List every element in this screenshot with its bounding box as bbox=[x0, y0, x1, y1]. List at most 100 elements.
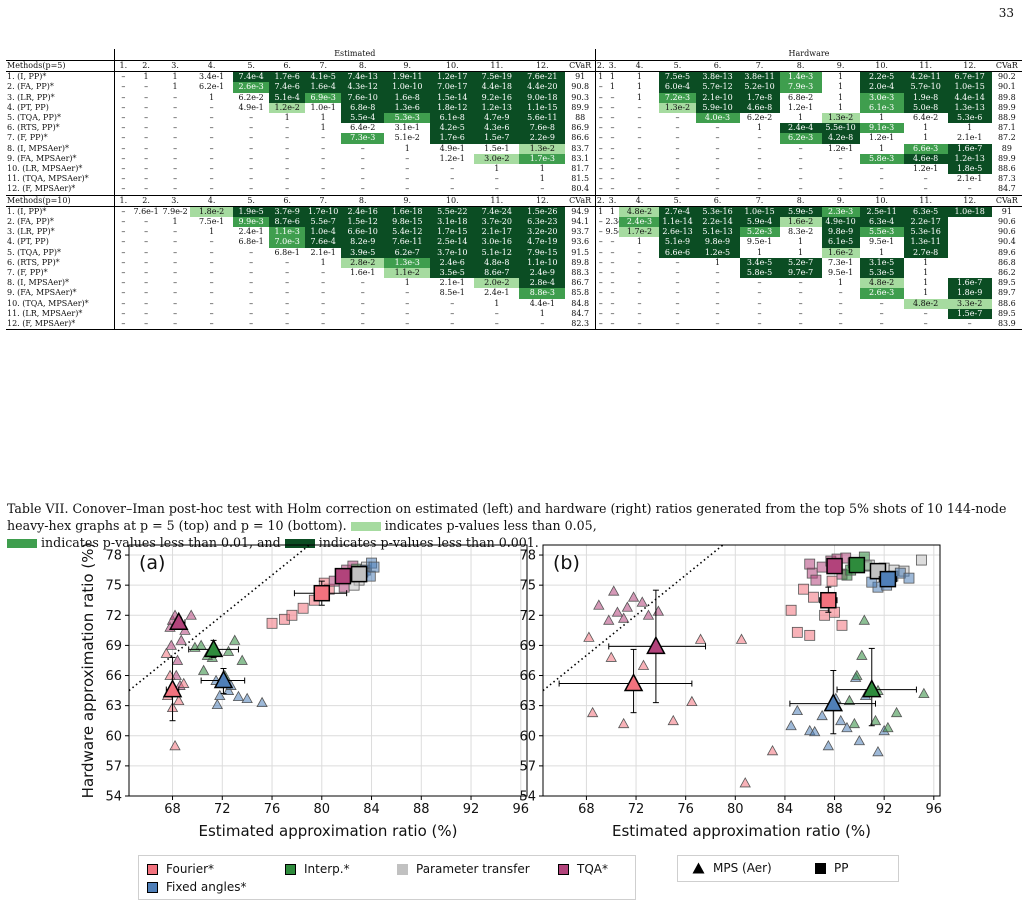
estimated-cell: 1.7e-6 bbox=[269, 71, 306, 83]
estimated-cell: – bbox=[209, 123, 214, 133]
hardware-cell bbox=[948, 268, 992, 278]
hardware-cell: 1 bbox=[636, 92, 643, 102]
estimated-cell: 1 bbox=[320, 257, 326, 267]
estimated-cell: – bbox=[321, 153, 326, 163]
estimated-cell: – bbox=[173, 184, 178, 194]
row-label: 10. (LR, MPSAer)* bbox=[6, 164, 115, 175]
estimated-cell: 7.4e-4 bbox=[233, 71, 270, 83]
y-tick-label: 66 bbox=[105, 669, 122, 684]
hardware-cell bbox=[948, 237, 992, 247]
table-row: 12. (F, MPSAer)* – – – – – – – – – – – –80.4– – – – – – – –… bbox=[6, 184, 1022, 196]
data-point bbox=[236, 654, 248, 665]
estimated-cell: 2.5e-14 bbox=[430, 237, 475, 248]
hardware-cell: 6.7e-17 bbox=[947, 71, 992, 83]
pvalue-table: Estimated Hardware Methods(p=5) 1. 2. 3. 4. 5. 6… bbox=[6, 49, 1022, 331]
hardware-cell: 1 bbox=[923, 257, 929, 267]
estimated-cell: – bbox=[360, 288, 365, 298]
hardware-cell: 2.7e-4 bbox=[659, 206, 696, 218]
estimated-cell: 1.9e-11 bbox=[384, 71, 431, 83]
estimated-cell: – bbox=[519, 319, 566, 331]
hardware-cell: – bbox=[715, 143, 720, 153]
table-row: 2. (FA, PP)* – –1 6.2e-1 2.6e-3 7.4e-6 1.6e-4 4… bbox=[6, 82, 1022, 93]
estimated-cell: – bbox=[405, 184, 410, 194]
estimated-cell: – bbox=[121, 164, 126, 174]
hardware-cell: 1.2e-1 bbox=[827, 143, 854, 153]
column-header: 11. bbox=[903, 194, 948, 207]
estimated-cell: 4.4e-18 bbox=[474, 82, 520, 93]
row-label: 4. (PT, PP) bbox=[6, 237, 115, 248]
estimated-cell: 2.2e-9 bbox=[519, 133, 566, 144]
data-point bbox=[169, 739, 181, 751]
estimated-cell: 1 bbox=[172, 72, 178, 82]
hardware-cell: 1 bbox=[923, 268, 929, 278]
legend-label: Interp.* bbox=[304, 862, 350, 876]
hardware-cell: – bbox=[715, 123, 720, 133]
hardware-cell: – bbox=[967, 184, 972, 194]
data-point bbox=[642, 609, 655, 620]
hardware-cell: – bbox=[798, 153, 803, 163]
legend-swatch-p0001 bbox=[284, 539, 315, 548]
y-tick-label: 78 bbox=[105, 549, 122, 564]
data-point bbox=[808, 591, 819, 603]
table-caption: Table VII. Conover–Iman post-hoc test wi… bbox=[7, 500, 1023, 551]
estimated-cell: – bbox=[321, 174, 326, 184]
hardware-cell: – bbox=[838, 298, 843, 308]
triangle-marker-icon bbox=[692, 862, 705, 874]
hardware-cell: – bbox=[838, 153, 843, 163]
estimated-cell: 6.2e-7 bbox=[384, 247, 431, 258]
hardware-cell: – bbox=[610, 184, 615, 194]
hardware-cell: – bbox=[594, 113, 606, 124]
column-header: 2. bbox=[594, 59, 606, 73]
column-header: 2. bbox=[132, 59, 161, 73]
estimated-cell: 1.0e-1 bbox=[310, 102, 336, 112]
estimated-cell: – bbox=[209, 113, 214, 123]
hardware-cell: 2.3e-3 bbox=[821, 206, 860, 218]
hardware-cell: 89.6 bbox=[997, 247, 1016, 257]
hardware-cell: – bbox=[715, 153, 720, 163]
hardware-cell: – bbox=[594, 298, 606, 309]
hardware-cell: 5.7e-12 bbox=[695, 82, 740, 93]
hardware-cell: 1 bbox=[798, 113, 804, 123]
table-row: 4. (PT, PP) – – – –6.8e-1 7.0e-3 7.6e-4 8.2e-9 7… bbox=[6, 237, 1022, 248]
estimated-cell: – bbox=[173, 174, 178, 184]
estimated-cell: 7.6e-4 bbox=[305, 237, 342, 248]
estimated-cell: 7.0e-3 bbox=[269, 237, 306, 248]
data-point bbox=[915, 554, 927, 566]
x-tick-label: 76 bbox=[677, 802, 694, 817]
estimated-cell: – bbox=[209, 257, 214, 267]
hardware-cell: 5.7e-10 bbox=[903, 82, 948, 93]
column-header: 8. bbox=[341, 59, 385, 73]
hardware-cell: – bbox=[594, 217, 606, 228]
estimated-cell: 83.7 bbox=[571, 143, 590, 153]
row-label: 6. (RTS, PP)* bbox=[6, 257, 115, 269]
hardware-cell: – bbox=[594, 278, 606, 289]
hardware-cell: – bbox=[675, 174, 680, 184]
data-point bbox=[197, 664, 210, 675]
hardware-cell: 6.4e-2 bbox=[913, 113, 939, 123]
data-point bbox=[869, 714, 882, 726]
hardware-cell: 9.1e-3 bbox=[859, 123, 904, 134]
estimated-cell: – bbox=[305, 319, 342, 331]
hardware-cell: 7.3e-1 bbox=[827, 257, 854, 267]
column-header: 10. bbox=[430, 194, 475, 207]
estimated-cell: – bbox=[209, 174, 214, 184]
hardware-cell: 5.1e-13 bbox=[695, 227, 740, 238]
data-point bbox=[853, 734, 866, 746]
estimated-cell: – bbox=[160, 319, 191, 331]
hardware-cell: 88.6 bbox=[997, 298, 1016, 308]
estimated-cell: 1.1e-2 bbox=[384, 268, 431, 279]
estimated-cell: 7.3e-3 bbox=[341, 133, 385, 144]
hardware-cell: – bbox=[637, 308, 642, 318]
column-header: 5. bbox=[233, 59, 270, 73]
column-header: 6. bbox=[269, 194, 306, 207]
estimated-cell: – bbox=[121, 257, 126, 267]
table-row: 3. (LR, PP)* – – –1 2.4e-1 1.1e-3 1.0e-4 6.6e-1… bbox=[6, 227, 1022, 238]
row-label: 11. (LR, MPSAer)* bbox=[6, 308, 115, 320]
legend-label: PP bbox=[834, 861, 849, 875]
table-row: 7. (F, PP)* – – – – – – –7.3e-3 5.1e-2 1.7e-6 1.5e… bbox=[6, 133, 1022, 144]
hardware-cell: 1 bbox=[636, 82, 643, 92]
legend-item-interp: Interp.* bbox=[285, 862, 350, 876]
hardware-cell: 90.6 bbox=[997, 227, 1016, 237]
estimated-cell: 8.2e-9 bbox=[341, 237, 385, 248]
hardware-cell: 8.3e-2 bbox=[787, 227, 814, 237]
